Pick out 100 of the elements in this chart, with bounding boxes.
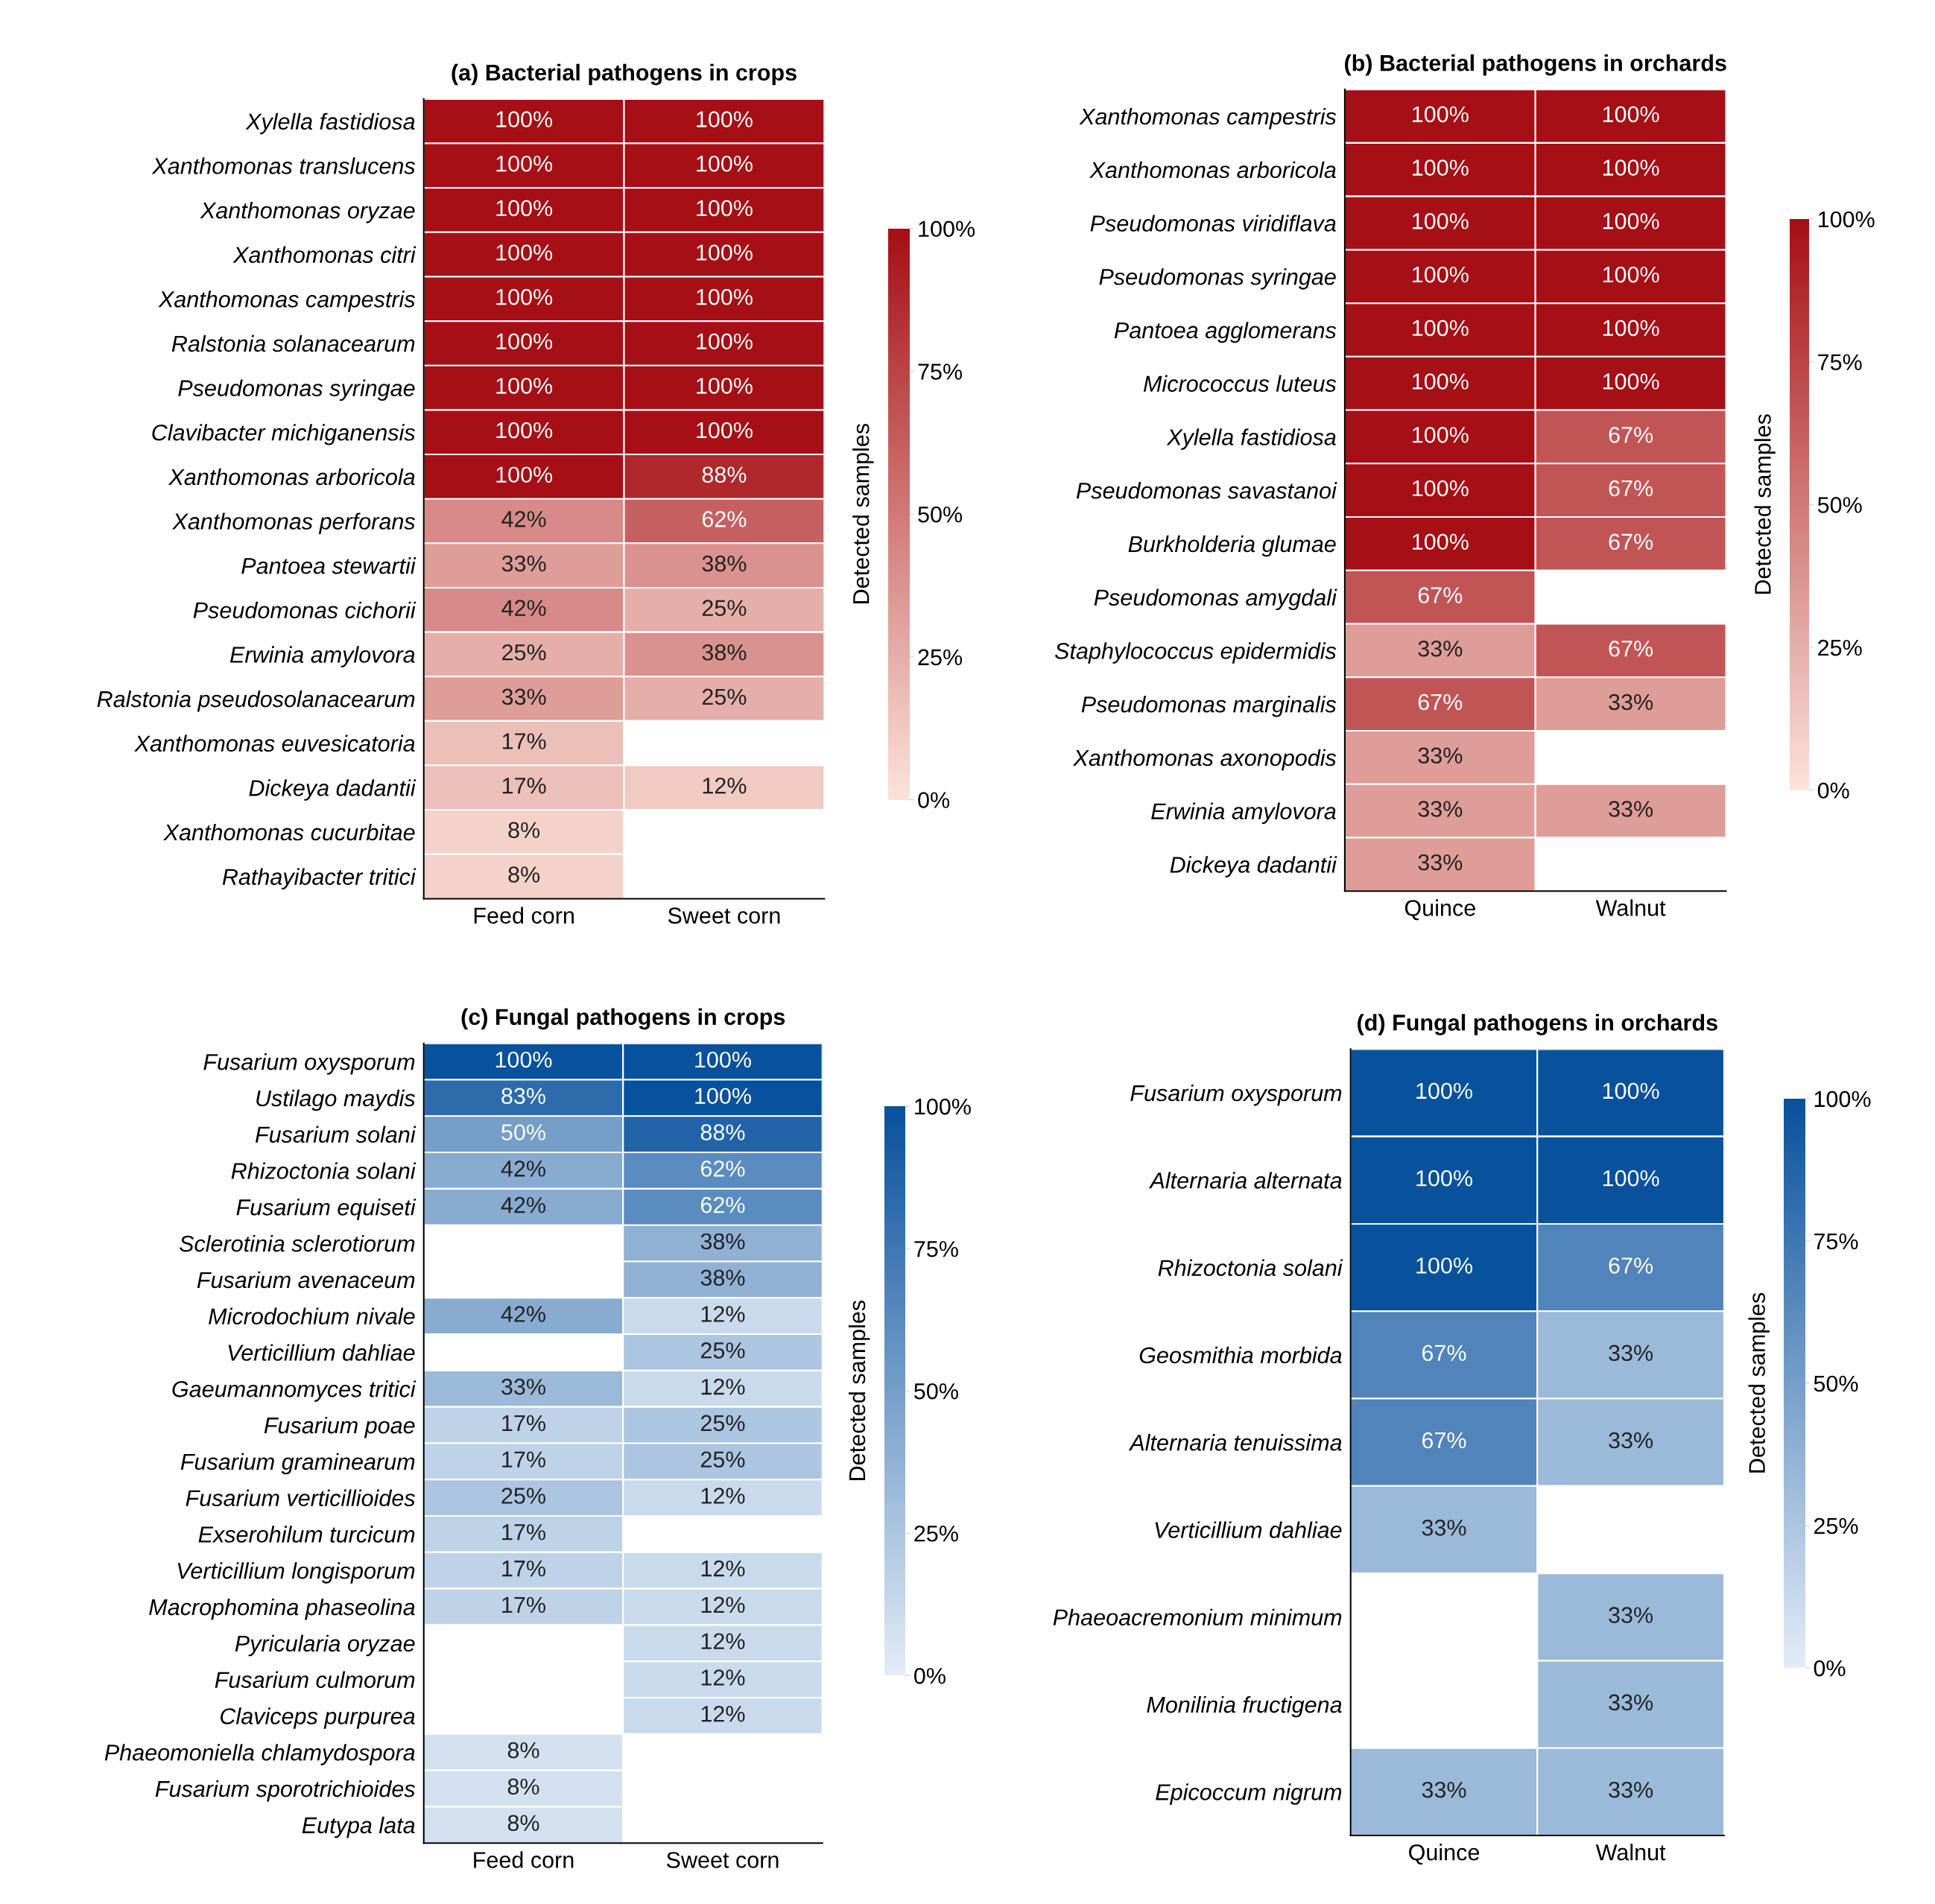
data-label: 100%	[1603, 106, 1659, 123]
color-bar-label: 50%	[918, 506, 963, 523]
y-tick-label: Verticillium longisporum	[177, 1562, 415, 1584]
color-bar-label: 50%	[914, 1383, 958, 1400]
color-bar-label: 75%	[1814, 1233, 1858, 1250]
data-label: 33%	[1609, 1345, 1653, 1362]
y-tick-label: Pseudomonas savastanoi	[1076, 482, 1337, 499]
data-label: 42%	[501, 1306, 545, 1322]
y-tick-label: Pseudomonas amygdali	[1094, 588, 1337, 611]
data-label: 25%	[700, 1342, 745, 1359]
data-label: 100%	[697, 333, 753, 350]
data-label: 38%	[702, 644, 747, 661]
data-label: 100%	[496, 466, 553, 483]
y-tick-label: Fusarium oxysporum	[203, 1053, 415, 1075]
data-label: 100%	[1603, 266, 1659, 283]
data-label: 42%	[501, 1196, 545, 1213]
y-tick-label: Erwinia amylovora	[229, 646, 415, 667]
y-tick-label: Epicoccum nigrum	[1156, 1783, 1342, 1805]
data-label: 33%	[1609, 801, 1653, 817]
y-tick-label: Pseudomonas cichorii	[193, 601, 417, 619]
y-tick-label: Xanthomonas arboricola	[1089, 161, 1336, 179]
data-label: 17%	[502, 778, 546, 794]
x-tick-label: Feed corn	[474, 1851, 574, 1868]
y-tick-label: Pyricularia oryzae	[235, 1634, 415, 1657]
data-label: 100%	[1413, 373, 1469, 390]
data-label: 33%	[501, 688, 546, 705]
y-tick-label: Rhizoctonia solani	[231, 1162, 417, 1179]
y-tick-label: Fusarium equiseti	[236, 1199, 417, 1220]
data-label: 100%	[496, 422, 553, 439]
data-label: 100%	[1413, 427, 1469, 443]
x-tick-label: Sweet corn	[666, 1852, 779, 1868]
color-bar-label: 100%	[1814, 1091, 1871, 1108]
data-label: 67%	[1418, 694, 1463, 711]
y-tick-label: Micrococcus luteus	[1143, 375, 1337, 393]
y-tick-label: Phaeoacremonium minimum	[1053, 1608, 1342, 1626]
y-tick-label: Xanthomonas oryzae	[200, 201, 415, 223]
color-bar-label: 50%	[1817, 497, 1862, 513]
y-tick-label: Xylella fastidiosa	[245, 112, 415, 135]
data-label: 100%	[697, 111, 753, 127]
y-tick-label: Geosmithia morbida	[1139, 1346, 1342, 1364]
y-tick-label: Monilinia fructigena	[1147, 1695, 1342, 1718]
data-label: 100%	[496, 111, 553, 127]
y-tick-label: Xanthomonas campestris	[1079, 107, 1337, 130]
chart-title: (d) Fungal pathogens in orchards	[1358, 1014, 1717, 1035]
data-label: 50%	[501, 1124, 545, 1140]
data-label: 25%	[702, 600, 747, 616]
data-label: 17%	[502, 733, 546, 749]
data-label: 33%	[1609, 1432, 1653, 1449]
x-tick-label: Sweet corn	[668, 907, 780, 924]
data-label: 33%	[1609, 694, 1653, 711]
data-label: 33%	[1418, 801, 1463, 817]
y-tick-label: Pantoea stewartii	[241, 557, 417, 574]
data-label: 67%	[1422, 1432, 1466, 1449]
data-label: 33%	[1418, 747, 1463, 764]
color-bar-title: Detected samples	[1748, 1292, 1770, 1473]
color-bar-label: 25%	[914, 1525, 958, 1542]
y-tick-label: Xanthomonas arboricola	[168, 468, 415, 486]
color-bar-label: 100%	[915, 1098, 971, 1115]
color-bar-label: 75%	[1818, 354, 1862, 371]
y-tick-label: Exserohilum turcicum	[198, 1526, 415, 1543]
y-tick-label: Clavibacter michiganensis	[152, 424, 416, 445]
data-label: 33%	[1609, 1781, 1653, 1798]
data-label: 12%	[701, 1669, 745, 1686]
data-label: 100%	[1603, 159, 1659, 176]
data-label: 33%	[501, 1378, 545, 1395]
data-label: 100%	[496, 200, 553, 217]
data-label: 62%	[700, 1196, 745, 1213]
x-tick-label: Quince	[1409, 1844, 1480, 1865]
data-label: 67%	[1422, 1345, 1466, 1362]
data-label: 100%	[1413, 266, 1469, 283]
data-label: 12%	[701, 1596, 745, 1613]
y-tick-label: Fusarium graminearum	[180, 1453, 415, 1475]
y-tick-label: Alternaria alternata	[1148, 1172, 1342, 1189]
data-label: 12%	[701, 1306, 745, 1322]
data-label: 100%	[1603, 320, 1659, 337]
data-label: 83%	[501, 1088, 545, 1105]
data-label: 100%	[1416, 1170, 1472, 1187]
y-tick-label: Ralstonia pseudosolanacearum	[97, 690, 415, 712]
data-label: 100%	[695, 1051, 751, 1068]
y-tick-label: Xanthomonas euvesicatoria	[133, 734, 415, 752]
color-bar-label: 100%	[919, 220, 975, 238]
y-tick-label: Ustilago maydis	[256, 1089, 416, 1111]
data-label: 100%	[1413, 533, 1469, 550]
data-label: 100%	[1413, 320, 1469, 337]
data-label: 88%	[702, 466, 747, 483]
data-label: 8%	[508, 822, 540, 839]
y-tick-label: Fusarium poae	[264, 1416, 415, 1438]
data-label: 8%	[508, 866, 540, 883]
data-label: 8%	[507, 1815, 539, 1832]
data-label: 17%	[502, 1451, 545, 1467]
data-label: 33%	[1418, 854, 1463, 871]
color-bar-label: 0%	[1817, 782, 1849, 799]
chart-title: (a) Bacterial pathogens in crops	[452, 63, 797, 86]
y-tick-label: Alternaria tenuissima	[1128, 1434, 1342, 1451]
chart-title: (b) Bacterial pathogens in orchards	[1345, 54, 1726, 76]
y-tick-label: Xylella fastidiosa	[1166, 428, 1336, 450]
color-bar-label: 25%	[1818, 639, 1862, 656]
y-tick-label: Macrophomina phaseolina	[149, 1598, 415, 1620]
chart-title: (c) Fungal pathogens in crops	[461, 1008, 785, 1030]
data-label: 100%	[697, 244, 753, 261]
